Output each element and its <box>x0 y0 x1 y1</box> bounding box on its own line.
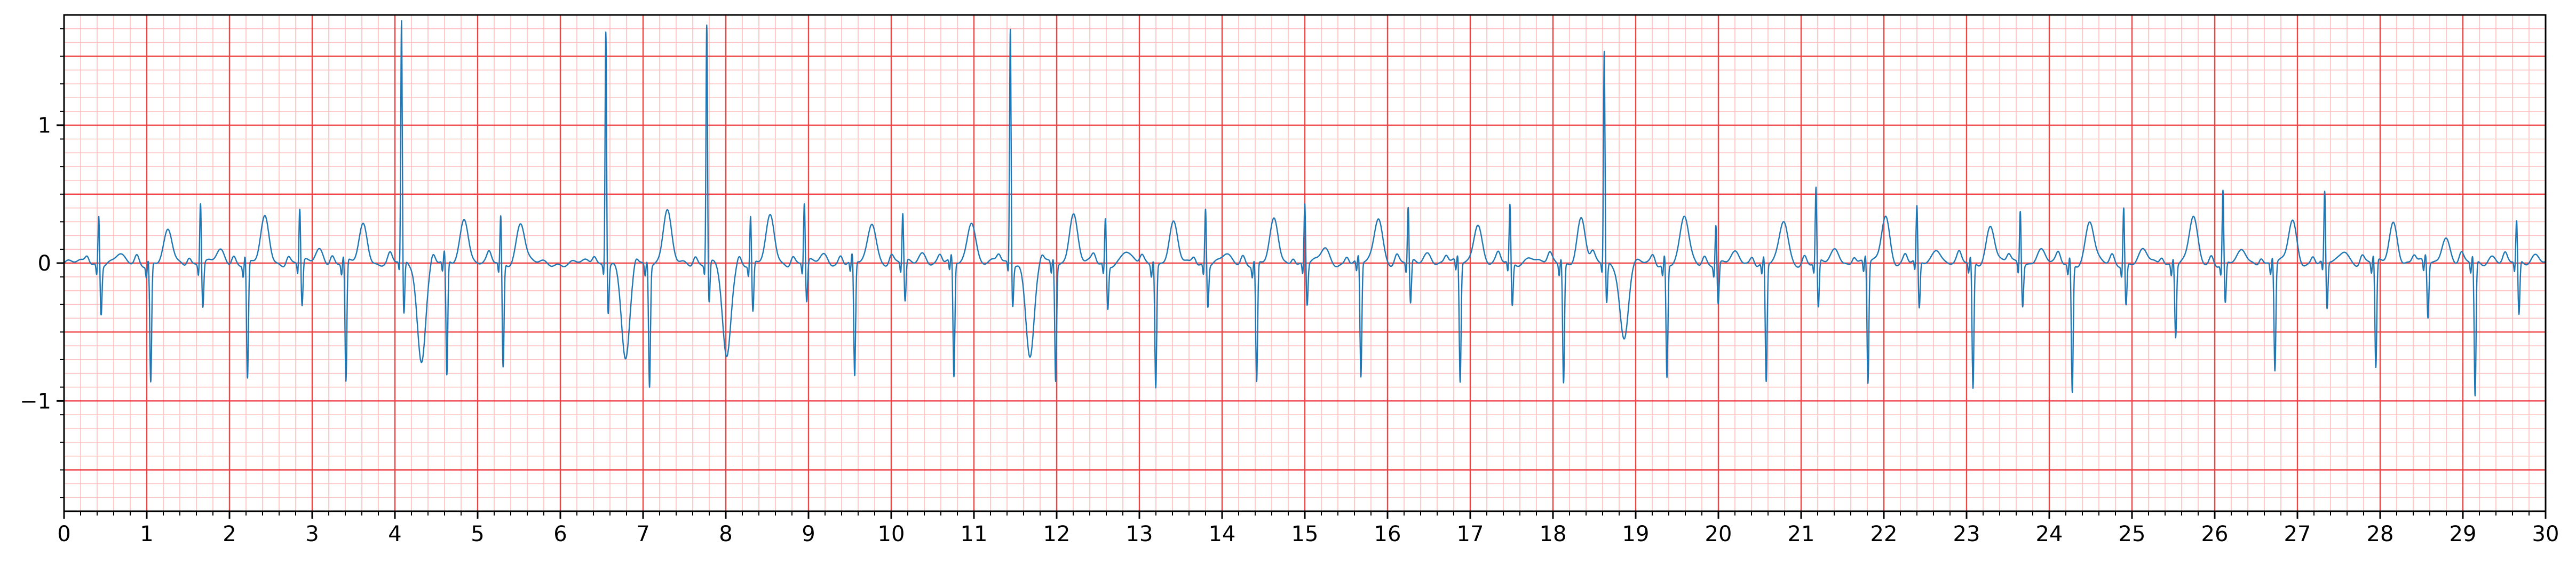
tick-labels: 0 1 2 3 4 5 6 7 8 9 10 11 12 13 14 15 16 17 18 19 20 21 22 23 24… <box>20 114 2559 546</box>
x-tick-label: 22 <box>1870 522 1898 546</box>
x-tick-label: 23 <box>1953 522 1980 546</box>
x-tick-label: 16 <box>1374 522 1401 546</box>
x-tick-label: 21 <box>1788 522 1815 546</box>
x-tick-label: 24 <box>2036 522 2063 546</box>
y-tick-label: 1 <box>38 114 51 138</box>
x-tick-label: 7 <box>636 522 649 546</box>
x-tick-label: 27 <box>2284 522 2311 546</box>
x-tick-label: 0 <box>57 522 70 546</box>
x-tick-label: 29 <box>2450 522 2477 546</box>
x-tick-label: 18 <box>1540 522 1567 546</box>
x-tick-label: 6 <box>553 522 567 546</box>
y-tick-label: 0 <box>38 251 51 276</box>
x-tick-label: 10 <box>878 522 905 546</box>
x-tick-label: 25 <box>2119 522 2146 546</box>
x-tick-label: 20 <box>1705 522 1732 546</box>
x-tick-label: 15 <box>1291 522 1319 546</box>
x-tick-label: 5 <box>471 522 484 546</box>
x-tick-label: 3 <box>305 522 319 546</box>
x-tick-label: 17 <box>1457 522 1484 546</box>
x-tick-label: 2 <box>223 522 236 546</box>
x-tick-label: 4 <box>388 522 401 546</box>
x-tick-label: 12 <box>1043 522 1071 546</box>
x-tick-label: 28 <box>2367 522 2394 546</box>
x-tick-label: 9 <box>802 522 815 546</box>
x-tick-label: 1 <box>140 522 153 546</box>
x-tick-label: 19 <box>1622 522 1650 546</box>
x-tick-label: 13 <box>1126 522 1153 546</box>
ecg-trace-line <box>64 20 2546 397</box>
x-tick-label: 30 <box>2532 522 2559 546</box>
x-tick-label: 26 <box>2201 522 2229 546</box>
trace-layer <box>64 20 2546 397</box>
axis-ticks <box>57 28 2547 519</box>
x-tick-label: 14 <box>1209 522 1236 546</box>
y-tick-label: −1 <box>20 389 51 414</box>
x-tick-label: 8 <box>719 522 732 546</box>
x-tick-label: 11 <box>961 522 988 546</box>
